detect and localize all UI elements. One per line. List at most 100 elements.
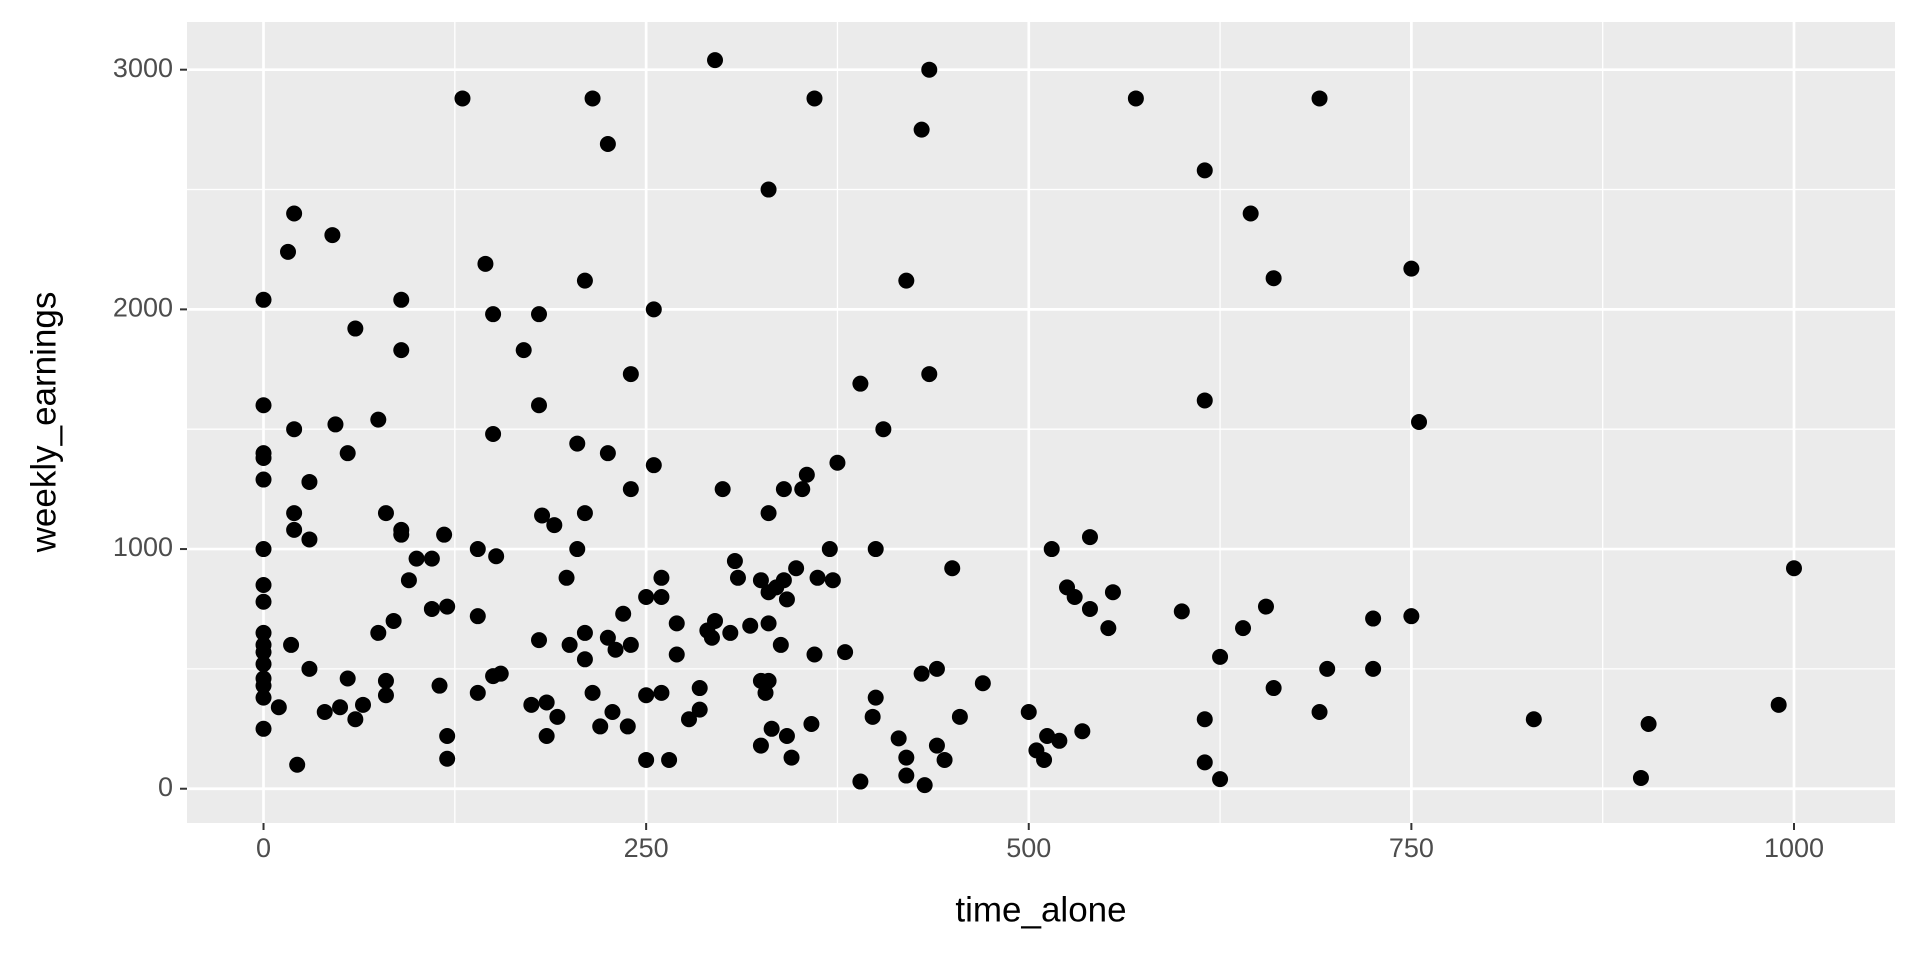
point bbox=[1311, 90, 1328, 107]
point bbox=[286, 505, 303, 522]
point bbox=[1257, 598, 1274, 615]
point bbox=[255, 449, 272, 466]
point bbox=[255, 593, 272, 610]
point bbox=[726, 553, 743, 570]
point bbox=[592, 718, 609, 735]
point bbox=[538, 694, 555, 711]
point bbox=[1365, 610, 1382, 627]
point bbox=[439, 750, 456, 767]
point bbox=[668, 646, 685, 663]
point bbox=[436, 526, 453, 543]
point bbox=[653, 684, 670, 701]
point bbox=[913, 665, 930, 682]
point bbox=[1066, 588, 1083, 605]
point bbox=[1242, 205, 1259, 222]
point bbox=[558, 569, 575, 586]
point bbox=[347, 320, 364, 337]
point bbox=[377, 672, 394, 689]
point bbox=[569, 435, 586, 452]
point bbox=[454, 90, 471, 107]
y-axis-title: weekly_earnings bbox=[24, 292, 63, 554]
point bbox=[423, 550, 440, 567]
point bbox=[431, 677, 448, 694]
point bbox=[729, 569, 746, 586]
point bbox=[1640, 716, 1657, 733]
point bbox=[1311, 704, 1328, 721]
point bbox=[255, 720, 272, 737]
point bbox=[534, 507, 551, 524]
point bbox=[974, 675, 991, 692]
point bbox=[916, 777, 933, 794]
point bbox=[829, 454, 846, 471]
point bbox=[408, 550, 425, 567]
point bbox=[619, 718, 636, 735]
point bbox=[928, 737, 945, 754]
point bbox=[821, 541, 838, 558]
point bbox=[794, 481, 811, 498]
point bbox=[255, 577, 272, 594]
point bbox=[1265, 680, 1282, 697]
point bbox=[531, 306, 548, 323]
point bbox=[538, 727, 555, 744]
point bbox=[1770, 696, 1787, 713]
point bbox=[485, 426, 502, 443]
point bbox=[439, 727, 456, 744]
point bbox=[638, 588, 655, 605]
point bbox=[523, 696, 540, 713]
point bbox=[1020, 704, 1037, 721]
point bbox=[324, 227, 341, 244]
point bbox=[549, 708, 566, 725]
y-tick-label: 2000 bbox=[113, 292, 173, 322]
x-axis-title: time_alone bbox=[955, 890, 1126, 929]
point bbox=[377, 505, 394, 522]
point bbox=[722, 624, 739, 641]
point bbox=[469, 541, 486, 558]
point bbox=[760, 505, 777, 522]
point bbox=[1411, 414, 1428, 431]
point bbox=[1081, 600, 1098, 617]
point bbox=[1074, 723, 1091, 740]
point bbox=[327, 416, 344, 433]
point bbox=[1265, 270, 1282, 287]
point bbox=[1043, 541, 1060, 558]
point bbox=[339, 445, 356, 462]
point bbox=[615, 605, 632, 622]
point bbox=[347, 711, 364, 728]
point bbox=[1196, 754, 1213, 771]
point bbox=[622, 481, 639, 498]
point bbox=[1632, 769, 1649, 786]
y-tick-label: 3000 bbox=[113, 53, 173, 83]
point bbox=[393, 291, 410, 308]
point bbox=[301, 531, 318, 548]
point bbox=[680, 711, 697, 728]
x-tick-label: 0 bbox=[256, 833, 271, 863]
point bbox=[255, 397, 272, 414]
point bbox=[283, 636, 300, 653]
point bbox=[1081, 529, 1098, 546]
point bbox=[752, 737, 769, 754]
point bbox=[546, 517, 563, 534]
point bbox=[788, 560, 805, 577]
point bbox=[599, 629, 616, 646]
point bbox=[653, 588, 670, 605]
point bbox=[898, 767, 915, 784]
point bbox=[531, 397, 548, 414]
point bbox=[332, 699, 349, 716]
point bbox=[928, 660, 945, 677]
point bbox=[1196, 711, 1213, 728]
point bbox=[775, 572, 792, 589]
point bbox=[270, 699, 287, 716]
x-tick-label: 1000 bbox=[1764, 833, 1824, 863]
point bbox=[377, 687, 394, 704]
point bbox=[622, 636, 639, 653]
point bbox=[944, 560, 961, 577]
point bbox=[661, 751, 678, 768]
point bbox=[757, 684, 774, 701]
point bbox=[255, 291, 272, 308]
x-tick-label: 750 bbox=[1389, 833, 1434, 863]
point bbox=[355, 696, 372, 713]
point bbox=[531, 632, 548, 649]
point bbox=[423, 600, 440, 617]
point bbox=[255, 677, 272, 694]
